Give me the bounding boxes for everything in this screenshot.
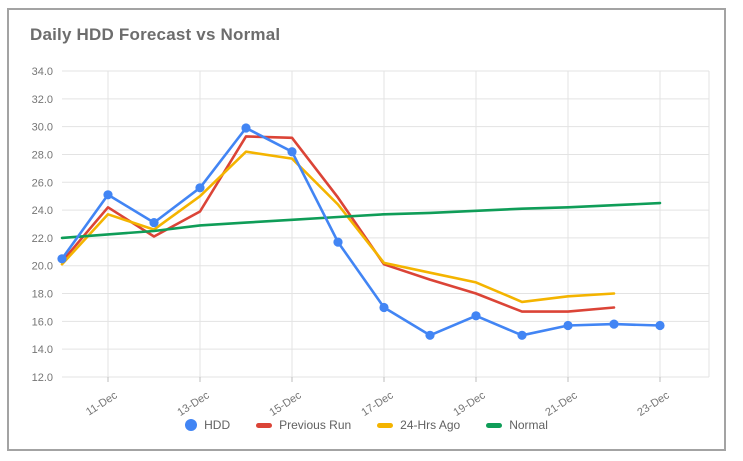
y-tick-label: 30.0 [32,122,53,134]
y-tick-label: 16.0 [32,316,53,328]
x-tick-label: 21-Dec [543,389,580,419]
y-tick-label: 20.0 [32,261,53,273]
series-line-normal [60,201,662,240]
x-tick-label: 23-Dec [635,389,672,419]
legend-marker-normal-icon [486,422,503,428]
line-chart-plot: 34.0 32.0 30.0 28.0 26.0 24.0 22.0 20.0 18.0 16.0… [32,66,710,419]
y-tick-label: 18.0 [32,289,53,301]
data-point-hdd [379,302,389,313]
chart-title: Daily HDD Forecast vs Normal [30,25,281,44]
data-point-hdd [333,237,343,247]
series-line-previous-run [60,135,616,313]
data-point-hdd [149,218,159,228]
data-point-hdd [609,319,619,329]
legend-item-previous-run: Previous Run [256,418,351,432]
x-tick-label: 13-Dec [175,389,212,419]
x-tick-label: 11-Dec [84,389,120,418]
legend-label-hdd: HDD [204,418,231,432]
legend-label-24hrs-ago: 24-Hrs Ago [400,418,461,432]
data-point-hdd [471,311,481,321]
y-tick-label: 22.0 [32,233,53,245]
legend-label-normal: Normal [509,418,548,432]
series-line-24-hrs-ago [60,150,616,304]
legend-item-hdd: HDD [185,418,230,432]
data-point-hdd [517,330,527,340]
data-point-hdd [103,190,113,200]
y-tick-label: 12.0 [32,372,53,384]
data-point-hdd [195,183,205,193]
y-tick-label: 26.0 [32,177,53,189]
legend-marker-hdd-icon [185,419,198,431]
data-point-hdd [241,123,251,133]
data-point-hdd [287,147,297,157]
x-tick-label: 17-Dec [359,389,396,419]
x-tick-label: 19-Dec [451,389,488,419]
data-point-hdd [425,330,435,340]
legend-marker-previous-run-icon [256,422,273,428]
data-point-hdd [57,254,67,264]
y-tick-label: 32.0 [32,94,53,106]
legend-item-24hrs-ago: 24-Hrs Ago [377,418,460,432]
y-tick-label: 14.0 [32,344,53,356]
legend-item-normal: Normal [486,418,548,432]
y-tick-label: 28.0 [32,149,53,161]
y-tick-label: 34.0 [32,66,53,78]
chart-card: Daily HDD Forecast vs Normal 34.0 32.0 30.… [7,8,726,451]
data-point-hdd [655,320,665,331]
series-line-hdd [60,126,662,337]
y-tick-label: 24.0 [32,205,53,217]
legend-marker-24hrs-ago-icon [377,422,394,428]
chart-legend: HDD Previous Run 24-Hrs Ago Normal [9,418,724,432]
legend-label-previous-run: Previous Run [279,418,352,432]
data-point-hdd [563,320,573,331]
x-tick-label: 15-Dec [267,389,304,419]
